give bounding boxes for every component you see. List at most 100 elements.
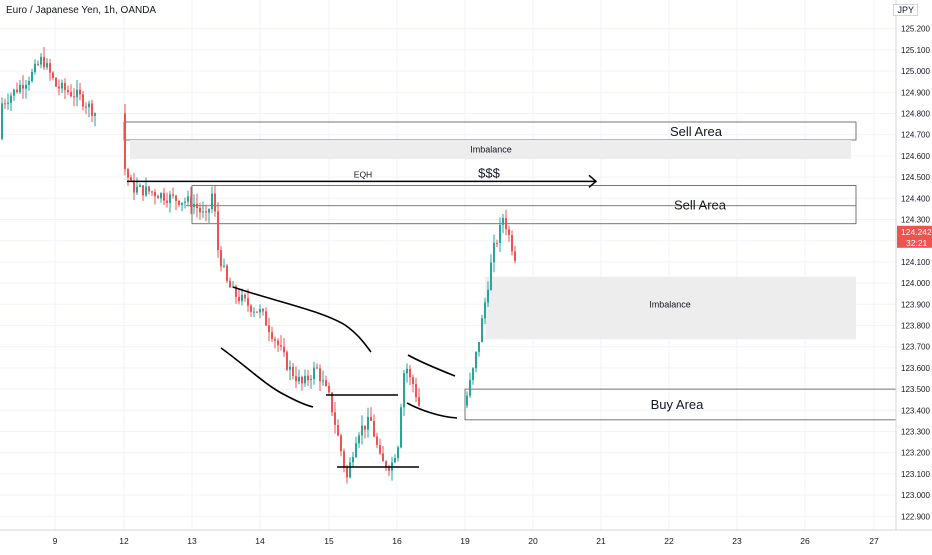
price-tick-label: 123.300 <box>901 428 930 437</box>
candle-body <box>373 420 375 437</box>
candle-body <box>502 218 504 225</box>
candle-body <box>466 395 468 406</box>
candle-body <box>409 368 411 378</box>
sell-zone-label: Sell Area <box>670 124 723 139</box>
candle-body <box>205 211 207 213</box>
candle-body <box>514 251 516 261</box>
candle-body <box>280 345 282 347</box>
currency-badge[interactable]: JPY <box>893 4 918 16</box>
candle-body <box>250 305 252 312</box>
candle-body <box>418 397 420 406</box>
time-tick-label: 14 <box>255 536 265 546</box>
trendline <box>232 286 372 353</box>
candle-body <box>124 113 126 170</box>
candle-body <box>67 90 69 93</box>
candle-body <box>10 95 12 103</box>
price-tick-label: 124.700 <box>901 131 930 140</box>
imbalance-zone <box>485 276 856 340</box>
candle-body <box>163 193 165 201</box>
time-axis: 9 12 13 14 15 16 19 20 21 22 23 26 27 <box>0 529 932 546</box>
candle-body <box>301 376 303 384</box>
candle-body <box>247 298 249 306</box>
candle-body <box>157 196 159 199</box>
candle-body <box>241 294 243 302</box>
candle-body <box>388 467 390 471</box>
candle-body <box>217 211 219 251</box>
price-tick-label: 123.600 <box>901 364 930 373</box>
candle-body <box>55 78 57 87</box>
trendline <box>407 354 456 377</box>
candle-body <box>202 211 204 213</box>
candle-body <box>22 85 24 89</box>
candle-body <box>64 82 66 91</box>
candle-body <box>397 447 399 459</box>
candle-body <box>403 373 405 408</box>
time-tick-label: 21 <box>596 536 606 546</box>
candle-body <box>196 203 198 209</box>
time-tick-label: 9 <box>53 536 58 546</box>
candle-body <box>139 185 141 187</box>
candle-body <box>37 63 39 65</box>
price-tick-label: 125.200 <box>901 25 930 34</box>
candle-body <box>235 286 237 297</box>
price-tick-label: 124.100 <box>901 258 930 267</box>
candle-body <box>274 339 276 341</box>
candle-body <box>361 425 363 436</box>
price-tick-label: 124.300 <box>901 216 930 225</box>
candle-body <box>340 435 342 452</box>
candle-body <box>472 368 474 380</box>
trendline <box>220 347 314 408</box>
candle-body <box>286 352 288 370</box>
price-tick-label: 124.600 <box>901 152 930 161</box>
time-tick-label: 23 <box>732 536 742 546</box>
candle-body <box>271 332 273 340</box>
price-axis-bg <box>896 0 932 550</box>
candle-body <box>214 193 216 212</box>
candle-body <box>52 72 54 79</box>
candle-body <box>415 384 417 398</box>
last-price-tag <box>897 225 932 248</box>
candle-body <box>385 461 387 468</box>
price-tick-label: 124.500 <box>901 173 930 182</box>
candle-body <box>328 385 330 393</box>
candle-body <box>148 186 150 192</box>
candle-body <box>7 102 9 104</box>
candle-body <box>58 86 60 89</box>
candle-body <box>268 325 270 333</box>
candle-body <box>253 311 255 313</box>
candle-body <box>145 186 147 196</box>
candle-body <box>337 425 339 436</box>
candle-body <box>265 311 267 326</box>
last-price-label: 124.242 <box>901 227 932 237</box>
price-tick-label: 123.000 <box>901 491 930 500</box>
candle-body <box>355 443 357 458</box>
trendlines <box>127 174 598 468</box>
price-tick-label: 125.000 <box>901 67 930 76</box>
price-tick-label: 123.100 <box>901 470 930 479</box>
chart-title: Euro / Japanese Yen, 1h, OANDA <box>6 5 157 16</box>
candle-body <box>13 89 15 96</box>
candle-body <box>469 379 471 396</box>
candle-body <box>46 63 48 68</box>
time-tick-label: 13 <box>187 536 197 546</box>
time-tick-label: 27 <box>869 536 879 546</box>
candle-body <box>43 56 45 68</box>
candle-body <box>49 63 51 73</box>
candle-body <box>511 235 513 252</box>
candle-body <box>34 63 36 73</box>
zone-labels: Sell Area Imbalance Sell Area Imbalance Buy … <box>354 124 727 412</box>
candle-body <box>376 436 378 446</box>
candle-body <box>364 425 366 430</box>
candle-body <box>4 103 6 105</box>
candle-body <box>505 218 507 230</box>
price-tick-label: 122.900 <box>901 512 930 521</box>
liquidity-label: $$$ <box>478 165 500 180</box>
candle-body <box>31 72 33 82</box>
sell-zone-label: Sell Area <box>674 198 727 213</box>
candle-body <box>244 294 246 299</box>
candle-body <box>88 103 90 108</box>
zones <box>123 121 897 421</box>
candle-body <box>181 202 183 205</box>
candle-body <box>256 311 258 313</box>
